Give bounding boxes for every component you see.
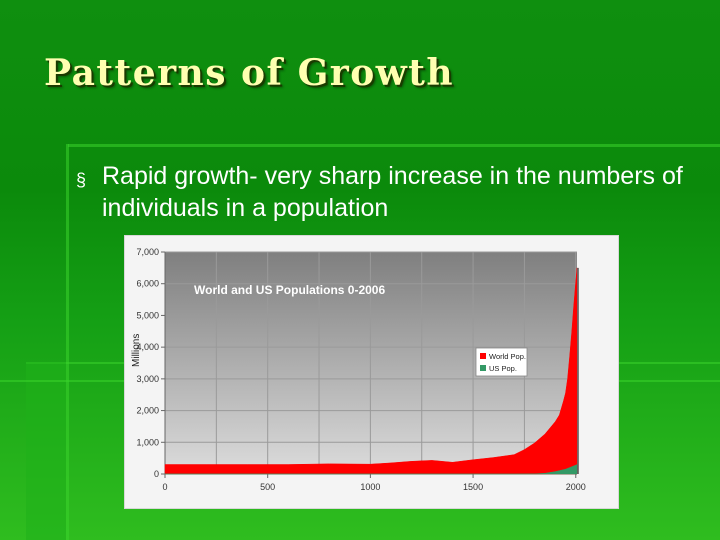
y-tick-label: 4,000 — [136, 342, 159, 352]
slide-title: Patterns of Growth — [44, 52, 455, 94]
decorative-line — [68, 144, 720, 147]
legend: World Pop. US Pop. — [475, 347, 528, 377]
area-series-us — [165, 464, 578, 475]
y-tick-label: 7,000 — [136, 247, 159, 257]
y-axis-title: Millions — [131, 334, 142, 367]
y-tick-label: 3,000 — [136, 374, 159, 384]
x-tick-label: 2000 — [566, 482, 586, 492]
bullet-marker: § — [76, 170, 87, 190]
x-tick-label: 1000 — [360, 482, 380, 492]
legend-box — [475, 347, 528, 377]
decorative-line — [66, 144, 69, 540]
bullet-item: § Rapid growth- very sharp increase in t… — [76, 160, 696, 224]
chart-svg: 0 1,000 2,000 3,000 4,000 5,000 6,000 7,000 0 500… — [131, 247, 586, 492]
y-tick-label: 6,000 — [136, 279, 159, 289]
legend-label: US Pop. — [489, 364, 517, 373]
y-tick-label: 0 — [154, 469, 159, 479]
decorative-block — [26, 362, 66, 540]
legend-label: World Pop. — [489, 352, 526, 361]
legend-swatch — [480, 353, 486, 359]
x-tick-label: 500 — [260, 482, 275, 492]
legend-swatch — [480, 365, 486, 371]
y-tick-label: 1,000 — [136, 437, 159, 447]
x-tick-label: 1500 — [463, 482, 483, 492]
chart-title: World and US Populations 0-2006 — [194, 283, 385, 297]
x-tick-label: 0 — [162, 482, 167, 492]
population-chart: 0 1,000 2,000 3,000 4,000 5,000 6,000 7,000 0 500… — [125, 236, 618, 508]
y-tick-label: 5,000 — [136, 310, 159, 320]
y-tick-label: 2,000 — [136, 406, 159, 416]
area-series-world — [164, 267, 578, 475]
bullet-text: Rapid growth- very sharp increase in the… — [102, 162, 683, 222]
